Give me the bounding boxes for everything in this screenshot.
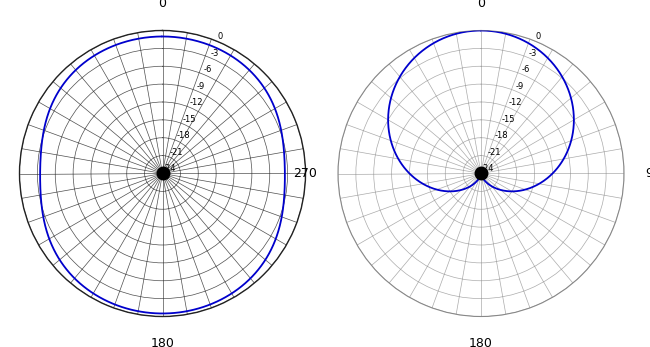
Text: 180: 180 [469,337,493,347]
Text: 90: 90 [645,167,650,180]
Text: 270: 270 [293,167,317,180]
Text: 0: 0 [477,0,485,10]
Text: 0: 0 [159,0,166,10]
Text: 180: 180 [151,337,174,347]
